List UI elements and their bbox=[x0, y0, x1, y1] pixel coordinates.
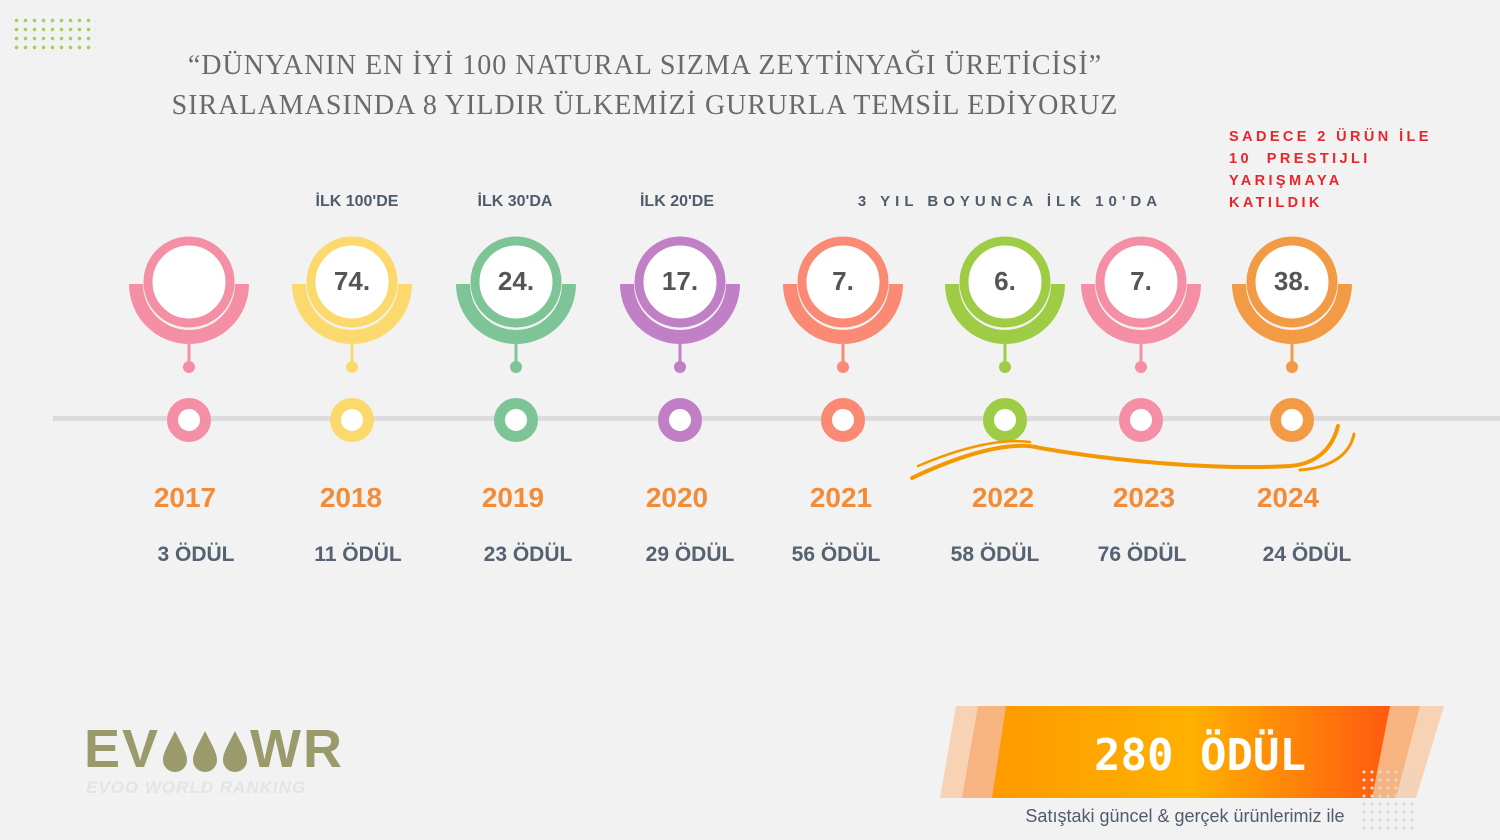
award-count: 24 ÖDÜL bbox=[1262, 543, 1352, 566]
rank-marker: 24. bbox=[456, 236, 576, 376]
olive-drop-icon bbox=[223, 731, 248, 772]
year-label: 2023 bbox=[1112, 482, 1176, 513]
rank-value: 7. bbox=[1130, 266, 1152, 296]
note-line-2: 10 PRESTIJLI bbox=[1229, 151, 1371, 167]
olive-drop-icon bbox=[193, 731, 218, 772]
rank-ring-icon bbox=[945, 236, 1065, 373]
timeline-node bbox=[983, 398, 1027, 442]
rank-label-top30: İLK 30'DA bbox=[477, 193, 553, 210]
headline-line-1: “DÜNYANIN EN İYİ 100 NATURAL SIZMA ZEYTİ… bbox=[187, 50, 1103, 81]
rank-marker: 7. bbox=[783, 236, 903, 376]
rank-ring-icon bbox=[783, 236, 903, 373]
timeline-node bbox=[330, 398, 374, 442]
decorative-dots bbox=[12, 16, 96, 52]
year-label: 2020 bbox=[645, 482, 709, 513]
olive-drop-icon bbox=[163, 731, 188, 772]
rank-label-top100: İLK 100'DE bbox=[315, 193, 399, 210]
rank-ring-icon bbox=[1081, 236, 1201, 373]
evoo-world-ranking-logo: EV WR EVOO WORLD RANKING bbox=[84, 718, 344, 808]
award-count: 11 ÖDÜL bbox=[314, 543, 402, 566]
participation-note: SADECE 2 ÜRÜN İLE 10 PRESTIJLI YARIŞMAYA… bbox=[1229, 126, 1489, 214]
rank-marker: 6. bbox=[945, 236, 1065, 376]
total-awards-label: 280 ÖDÜL bbox=[1094, 730, 1306, 781]
year-label: 2021 bbox=[809, 482, 873, 513]
award-count: 58 ÖDÜL bbox=[950, 543, 1040, 566]
rank-value: 24. bbox=[497, 266, 535, 296]
logo-subtitle: EVOO WORLD RANKING bbox=[86, 778, 307, 797]
rank-marker: 7. bbox=[1081, 236, 1201, 376]
total-awards-banner bbox=[940, 706, 1444, 798]
rank-value: 38. bbox=[1273, 266, 1311, 296]
note-line-3: YARIŞMAYA bbox=[1229, 173, 1343, 189]
rank-label-top10: 3 YIL BOYUNCA İLK 10'DA bbox=[857, 193, 1163, 210]
year-label: 2018 bbox=[319, 482, 383, 513]
rank-ring-icon bbox=[456, 236, 576, 373]
rank-value: 74. bbox=[333, 266, 371, 296]
logo-text-right: WR bbox=[250, 719, 345, 779]
year-label: 2022 bbox=[971, 482, 1035, 513]
rank-value: 7. bbox=[832, 266, 854, 296]
year-label: 2017 bbox=[153, 482, 217, 513]
year-label: 2024 bbox=[1256, 482, 1320, 513]
rank-ring-icon bbox=[292, 236, 412, 373]
timeline-node bbox=[1119, 398, 1163, 442]
note-line-4: KATILDIK bbox=[1229, 195, 1323, 211]
note-line-1: SADECE 2 ÜRÜN İLE bbox=[1229, 129, 1432, 145]
total-awards-caption: Satıştaki güncel & gerçek ürünlerimiz il… bbox=[1025, 806, 1345, 826]
award-count: 3 ÖDÜL bbox=[157, 543, 235, 566]
timeline-node bbox=[658, 398, 702, 442]
timeline-node bbox=[494, 398, 538, 442]
logo-text-left: EV bbox=[84, 719, 161, 779]
award-count: 76 ÖDÜL bbox=[1097, 543, 1187, 566]
rank-ring-icon bbox=[620, 236, 740, 373]
rank-value: 6. bbox=[994, 266, 1016, 296]
rank-marker: 17. bbox=[620, 236, 740, 376]
year-label: 2019 bbox=[481, 482, 545, 513]
rank-ring-icon bbox=[129, 236, 249, 373]
timeline-axis bbox=[53, 416, 1500, 421]
rank-marker: 38. bbox=[1232, 236, 1352, 376]
timeline-node bbox=[821, 398, 865, 442]
timeline-node bbox=[167, 398, 211, 442]
rank-marker bbox=[129, 236, 249, 376]
rank-value: 17. bbox=[661, 266, 699, 296]
timeline-node bbox=[1270, 398, 1314, 442]
rank-marker: 74. bbox=[292, 236, 412, 376]
award-count: 23 ÖDÜL bbox=[483, 543, 573, 566]
headline-line-2: SIRALAMASINDA 8 YILDIR ÜLKEMİZİ GURURLA … bbox=[171, 90, 1119, 121]
rank-label-top20: İLK 20'DE bbox=[639, 193, 715, 210]
rank-ring-icon bbox=[1232, 236, 1352, 373]
decorative-dots bbox=[1360, 768, 1416, 830]
award-count: 56 ÖDÜL bbox=[791, 543, 881, 566]
award-count: 29 ÖDÜL bbox=[645, 543, 735, 566]
